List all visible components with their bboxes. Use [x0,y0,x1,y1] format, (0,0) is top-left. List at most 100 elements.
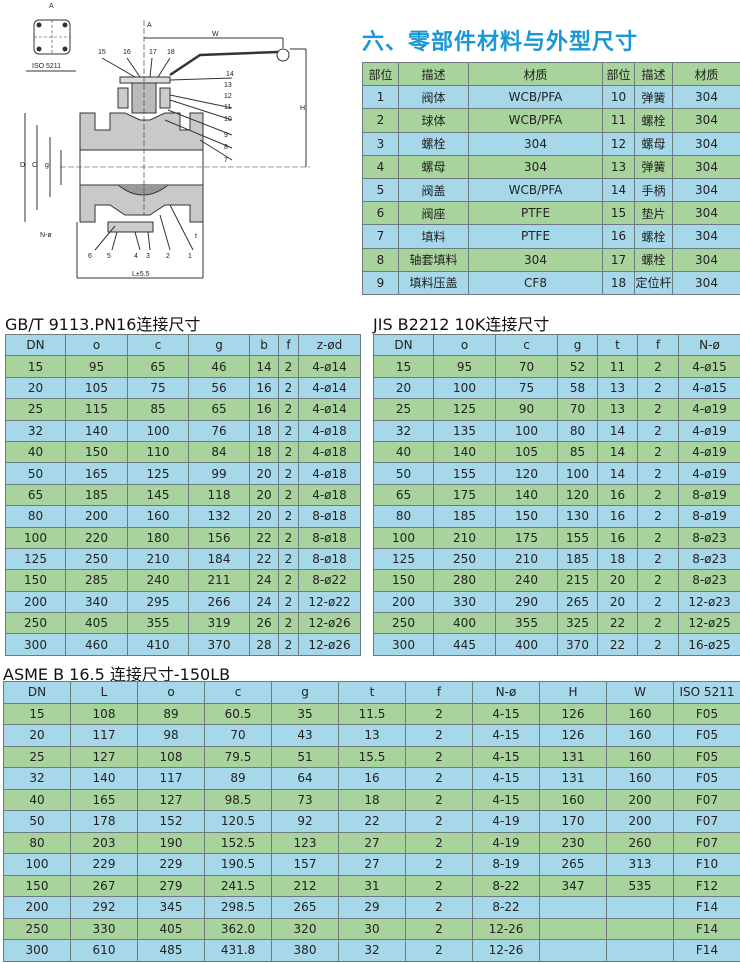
table-cell: 12-ø25 [678,612,740,635]
table-cell: 140 [495,483,558,507]
table-cell: 60.5 [204,702,272,725]
table-cell: 3 [362,131,399,156]
table-cell: 100 [433,376,496,400]
table-cell: 20 [249,483,279,507]
table-cell: 115 [65,398,128,421]
table-cell: 螺母 [398,154,469,179]
table-cell: 螺栓 [634,247,673,272]
table-cell: 152.5 [204,831,272,854]
table-cell: 2 [405,724,473,747]
table-cell: 127 [70,745,138,768]
table-cell: F05 [673,767,740,790]
dim-h: H [300,105,305,112]
table-cell: 29 [338,896,406,919]
table-cell: 362.0 [204,917,272,940]
table-cell: 160 [606,702,674,725]
table-cell: 16 [249,376,279,400]
column-header: 描述 [634,61,673,87]
dim-n-phi: N-ø [40,232,52,239]
table-cell: 98 [137,724,205,747]
table-row: 100 229 229 190.5 157 27 2 8-19 265 313 F10 [3,853,740,876]
table-cell: 95 [433,355,496,378]
table-cell: 100 [557,462,598,485]
table-cell: 280 [433,569,496,592]
table-cell: 300 [373,633,434,656]
table-cell: 85 [557,440,598,464]
column-header: DN [3,681,71,704]
column-header: t [597,333,638,357]
table-cell: 160 [606,745,674,768]
table-cell: 110 [127,440,189,464]
table-cell: 279 [137,874,205,897]
table-cell: 330 [70,917,138,940]
table-cell: 295 [127,590,189,614]
table-cell: 70 [495,355,558,378]
table-cell: 100 [3,853,71,876]
table-cell: 200 [5,590,66,614]
table-row: 65 175 140 120 16 2 8-ø19 [373,483,740,507]
table-cell: 313 [606,853,674,876]
table-cell: 12 [602,131,635,156]
table-cell: 2 [637,419,679,442]
table-cell: 8-ø19 [678,483,740,507]
table-cell: 100 [373,526,434,549]
table-cell: 2 [637,440,679,464]
table-row: 80 185 150 130 16 2 8-ø19 [373,505,740,528]
table-cell: 100 [127,419,189,442]
table-cell: 65 [188,398,250,421]
table-cell: 12-ø22 [298,590,361,614]
table-cell: 405 [65,612,128,635]
handle-knob [276,48,290,62]
table-cell: 290 [495,590,558,614]
table-cell: 18 [597,547,638,571]
iso-5211-label: ISO 5211 [32,63,61,70]
callout-4: 4 [134,253,138,260]
table-cell: 610 [70,939,138,962]
table-cell: 52 [557,355,598,378]
table-cell [539,917,607,940]
table-cell: 2 [405,853,473,876]
table-cell: 160 [606,767,674,790]
table-cell: 85 [127,398,189,421]
table-cell: F05 [673,724,740,747]
table-cell: 320 [271,917,339,940]
table-cell: F10 [673,853,740,876]
table-cell: 4-ø14 [298,376,361,400]
table-cell: 203 [70,831,138,854]
table-cell: 8-ø23 [678,569,740,592]
table-cell: 150 [3,874,71,897]
table-cell: 2 [405,745,473,768]
table-cell: 89 [137,702,205,725]
table-row: 100 220 180 156 22 2 8-ø18 [5,526,361,549]
table-cell: 2 [405,831,473,854]
table-cell: 265 [557,590,598,614]
table-cell: 4-ø15 [678,376,740,400]
table-cell: 2 [405,896,473,919]
table-row: 150 267 279 241.5 212 31 2 8-22 347 535 F12 [3,874,740,897]
table-cell: 70 [204,724,272,747]
table-cell: 131 [539,767,607,790]
table-cell: 22 [597,633,638,656]
table-cell: 4-ø14 [298,355,361,378]
table-cell: 65 [127,355,189,378]
table-cell: F14 [673,896,740,919]
column-header: 描述 [398,61,469,87]
column-header: 材质 [468,61,603,87]
table-cell: 16 [597,526,638,549]
table-cell: 170 [539,810,607,833]
table-cell: PTFE [468,201,603,226]
table-cell: 2 [637,462,679,485]
table-cell: 460 [65,633,128,656]
table-cell: 73 [271,788,339,811]
table-cell: 2 [278,590,299,614]
table-row: 5 阀盖 WCB/PFA 14 手柄 304 [362,177,740,203]
table-cell: 405 [137,917,205,940]
table-cell: 156 [188,526,250,549]
table-cell: 31 [338,874,406,897]
table-cell [606,896,674,919]
table-cell: 46 [188,355,250,378]
table-cell: 4-15 [472,702,540,725]
dim-g: g [45,162,49,169]
table-cell: 185 [65,483,128,507]
table-cell: 2 [637,376,679,400]
